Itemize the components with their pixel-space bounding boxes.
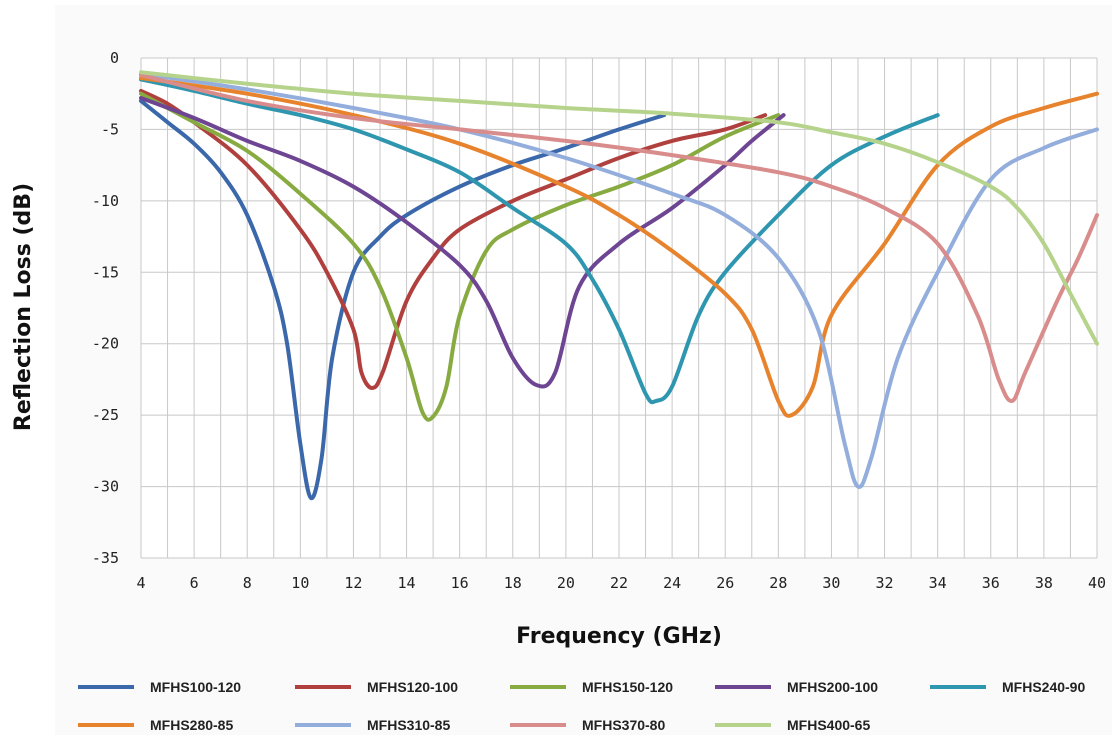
y-axis-ticks: 0 -5 -10 -15 -20 -25 -30 -35: [92, 49, 119, 567]
x-tick-label: 18: [504, 574, 522, 592]
y-tick-label: -10: [92, 192, 119, 210]
y-tick-label: -5: [101, 120, 119, 138]
legend-label: MFHS370-80: [582, 717, 665, 733]
x-tick-label: 26: [716, 574, 734, 592]
x-tick-label: 36: [982, 574, 1000, 592]
x-tick-label: 16: [451, 574, 469, 592]
x-tick-label: 30: [822, 574, 840, 592]
legend-label: MFHS280-85: [150, 717, 233, 733]
x-tick-label: 24: [663, 574, 681, 592]
series-lines: [139, 70, 1099, 501]
series-line-mfhs400-65: [139, 70, 1099, 346]
x-tick-label: 38: [1035, 574, 1053, 592]
series-line-mfhs240-90: [139, 77, 940, 405]
x-tick-label: 14: [398, 574, 416, 592]
series-line-mfhs310-85: [139, 71, 1099, 489]
y-tick-label: -15: [92, 263, 119, 281]
series-line-mfhs120-100: [139, 88, 768, 390]
legend-label: MFHS310-85: [367, 717, 450, 733]
legend-label: MFHS100-120: [150, 679, 241, 695]
series-line-mfhs150-120: [139, 91, 781, 422]
x-tick-label: 28: [769, 574, 787, 592]
x-tick-label: 12: [344, 574, 362, 592]
x-tick-label: 22: [610, 574, 628, 592]
x-tick-label: 34: [929, 574, 947, 592]
legend-label: MFHS240-90: [1002, 679, 1085, 695]
legend-label: MFHS120-100: [367, 679, 458, 695]
x-tick-label: 4: [136, 574, 145, 592]
y-tick-label: 0: [110, 49, 119, 67]
y-tick-label: -20: [92, 335, 119, 353]
legend: MFHS100-120 MFHS120-100 MFHS150-120 MFHS200…: [78, 679, 1085, 733]
x-axis-title: Frequency (GHz): [516, 624, 722, 649]
x-tick-label: 6: [190, 574, 199, 592]
y-axis-title: Reflection Loss (dB): [11, 183, 36, 431]
legend-label: MFHS400-65: [787, 717, 870, 733]
y-tick-label: -35: [92, 549, 119, 567]
x-axis-ticks: 4 6 8 10 12 14 16 18 20 22 24 26 28 30 32 34 36 38 40: [136, 574, 1106, 592]
x-tick-label: 10: [291, 574, 309, 592]
x-tick-label: 20: [557, 574, 575, 592]
series-line-mfhs280-85: [139, 76, 1099, 418]
x-tick-label: 32: [876, 574, 894, 592]
legend-label: MFHS200-100: [787, 679, 878, 695]
legend-label: MFHS150-120: [582, 679, 673, 695]
x-tick-label: 40: [1088, 574, 1106, 592]
series-line-mfhs370-80: [139, 73, 1099, 403]
series-line-mfhs100-120: [139, 98, 667, 501]
x-tick-label: 8: [243, 574, 252, 592]
y-tick-label: -25: [92, 406, 119, 424]
y-tick-label: -30: [92, 478, 119, 496]
